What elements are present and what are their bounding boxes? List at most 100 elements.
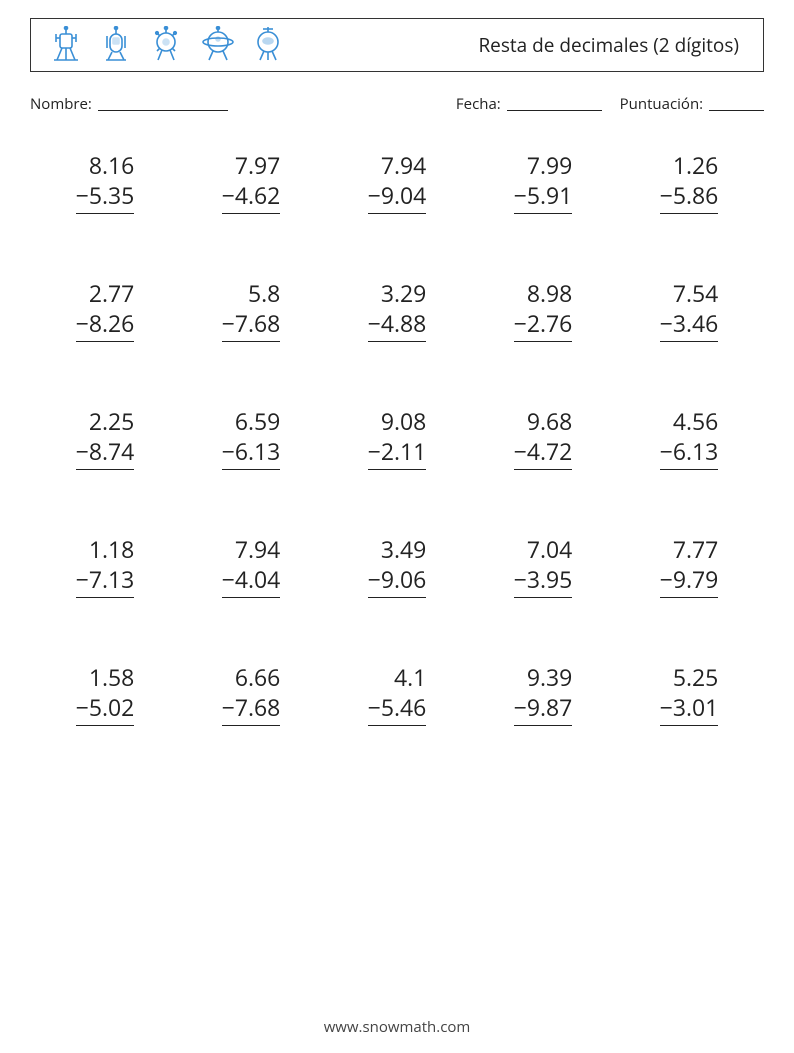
subtrahend: −3.95 xyxy=(514,564,573,598)
minus-sign-icon: − xyxy=(76,307,89,339)
subtrahend: −4.72 xyxy=(514,436,573,470)
minuend: 7.94 xyxy=(368,150,427,180)
minus-sign-icon: − xyxy=(514,691,527,723)
minus-sign-icon: − xyxy=(660,179,673,211)
problem: 4.1−5.46 xyxy=(324,662,470,726)
problem-stack: 1.18−7.13 xyxy=(76,534,135,598)
problem-stack: 7.94−4.04 xyxy=(222,534,281,598)
minuend: 6.66 xyxy=(222,662,281,692)
subtrahend: −7.68 xyxy=(222,308,281,342)
minuend: 9.39 xyxy=(514,662,573,692)
minuend: 7.94 xyxy=(222,534,281,564)
minus-sign-icon: − xyxy=(514,563,527,595)
minus-sign-icon: − xyxy=(660,307,673,339)
subtrahend: −7.68 xyxy=(222,692,281,726)
subtrahend: −2.76 xyxy=(514,308,573,342)
subtrahend: −4.62 xyxy=(222,180,281,214)
problem-stack: 1.58−5.02 xyxy=(76,662,135,726)
minus-sign-icon: − xyxy=(76,563,89,595)
minuend: 7.04 xyxy=(514,534,573,564)
problem-stack: 8.98−2.76 xyxy=(514,278,573,342)
problem: 2.77−8.26 xyxy=(32,278,178,342)
minus-sign-icon: − xyxy=(368,563,381,595)
minus-sign-icon: − xyxy=(660,691,673,723)
minuend: 7.99 xyxy=(514,150,573,180)
problem: 7.94−4.04 xyxy=(178,534,324,598)
subtrahend: −8.26 xyxy=(76,308,135,342)
minus-sign-icon: − xyxy=(76,179,89,211)
problem: 9.08−2.11 xyxy=(324,406,470,470)
name-blank[interactable] xyxy=(98,96,228,111)
minuend: 3.29 xyxy=(368,278,427,308)
robot-saturn-icon xyxy=(201,26,235,64)
robot-capsule-icon xyxy=(101,26,131,64)
problem-stack: 7.94−9.04 xyxy=(368,150,427,214)
worksheet-title: Resta de decimales (2 dígitos) xyxy=(478,32,745,58)
problem: 7.97−4.62 xyxy=(178,150,324,214)
problem-stack: 7.97−4.62 xyxy=(222,150,281,214)
minus-sign-icon: − xyxy=(514,307,527,339)
minus-sign-icon: − xyxy=(368,179,381,211)
problem-stack: 2.25−8.74 xyxy=(76,406,135,470)
header-box: Resta de decimales (2 dígitos) xyxy=(30,18,764,72)
robot-orb-icon xyxy=(149,26,183,64)
problem-stack: 6.59−6.13 xyxy=(222,406,281,470)
subtrahend: −6.13 xyxy=(660,436,719,470)
problem: 7.54−3.46 xyxy=(616,278,762,342)
subtrahend: −4.88 xyxy=(368,308,427,342)
date-field: Fecha: xyxy=(456,94,602,114)
minuend: 1.26 xyxy=(660,150,719,180)
problem: 7.99−5.91 xyxy=(470,150,616,214)
minus-sign-icon: − xyxy=(660,563,673,595)
header-icons xyxy=(49,26,283,64)
problem: 6.59−6.13 xyxy=(178,406,324,470)
problem-stack: 1.26−5.86 xyxy=(660,150,719,214)
subtrahend: −9.79 xyxy=(660,564,719,598)
minuend: 6.59 xyxy=(222,406,281,436)
problem-stack: 9.68−4.72 xyxy=(514,406,573,470)
minus-sign-icon: − xyxy=(76,435,89,467)
minuend: 3.49 xyxy=(368,534,427,564)
date-label: Fecha: xyxy=(456,94,501,114)
problem-stack: 2.77−8.26 xyxy=(76,278,135,342)
minus-sign-icon: − xyxy=(76,691,89,723)
minuend: 8.16 xyxy=(76,150,135,180)
problem-stack: 7.99−5.91 xyxy=(514,150,573,214)
minus-sign-icon: − xyxy=(368,691,381,723)
minus-sign-icon: − xyxy=(660,435,673,467)
subtrahend: −3.46 xyxy=(660,308,719,342)
subtrahend: −4.04 xyxy=(222,564,281,598)
minus-sign-icon: − xyxy=(222,307,235,339)
problems-grid: 8.16−5.35 7.97−4.62 7.94−9.04 7.99−5.91 1.26… xyxy=(30,150,764,726)
problem-stack: 7.77−9.79 xyxy=(660,534,719,598)
problem: 7.77−9.79 xyxy=(616,534,762,598)
minus-sign-icon: − xyxy=(514,179,527,211)
subtrahend: −3.01 xyxy=(660,692,719,726)
minuend: 9.08 xyxy=(368,406,427,436)
minus-sign-icon: − xyxy=(514,435,527,467)
problem: 8.98−2.76 xyxy=(470,278,616,342)
subtrahend: −5.35 xyxy=(76,180,135,214)
minuend: 7.97 xyxy=(222,150,281,180)
date-blank[interactable] xyxy=(507,96,602,111)
problem: 5.25−3.01 xyxy=(616,662,762,726)
problem-stack: 9.08−2.11 xyxy=(368,406,427,470)
subtrahend: −8.74 xyxy=(76,436,135,470)
minus-sign-icon: − xyxy=(222,435,235,467)
minuend: 9.68 xyxy=(514,406,573,436)
minuend: 5.25 xyxy=(660,662,719,692)
score-blank[interactable] xyxy=(709,96,764,111)
problem: 8.16−5.35 xyxy=(32,150,178,214)
minuend: 1.58 xyxy=(76,662,135,692)
problem-stack: 9.39−9.87 xyxy=(514,662,573,726)
problem-stack: 7.54−3.46 xyxy=(660,278,719,342)
minuend: 8.98 xyxy=(514,278,573,308)
problem: 1.58−5.02 xyxy=(32,662,178,726)
minuend: 4.1 xyxy=(368,662,427,692)
footer-url: www.snowmath.com xyxy=(324,1017,471,1037)
minuend: 4.56 xyxy=(660,406,719,436)
minus-sign-icon: − xyxy=(222,691,235,723)
problem: 7.04−3.95 xyxy=(470,534,616,598)
problem: 6.66−7.68 xyxy=(178,662,324,726)
subtrahend: −7.13 xyxy=(76,564,135,598)
